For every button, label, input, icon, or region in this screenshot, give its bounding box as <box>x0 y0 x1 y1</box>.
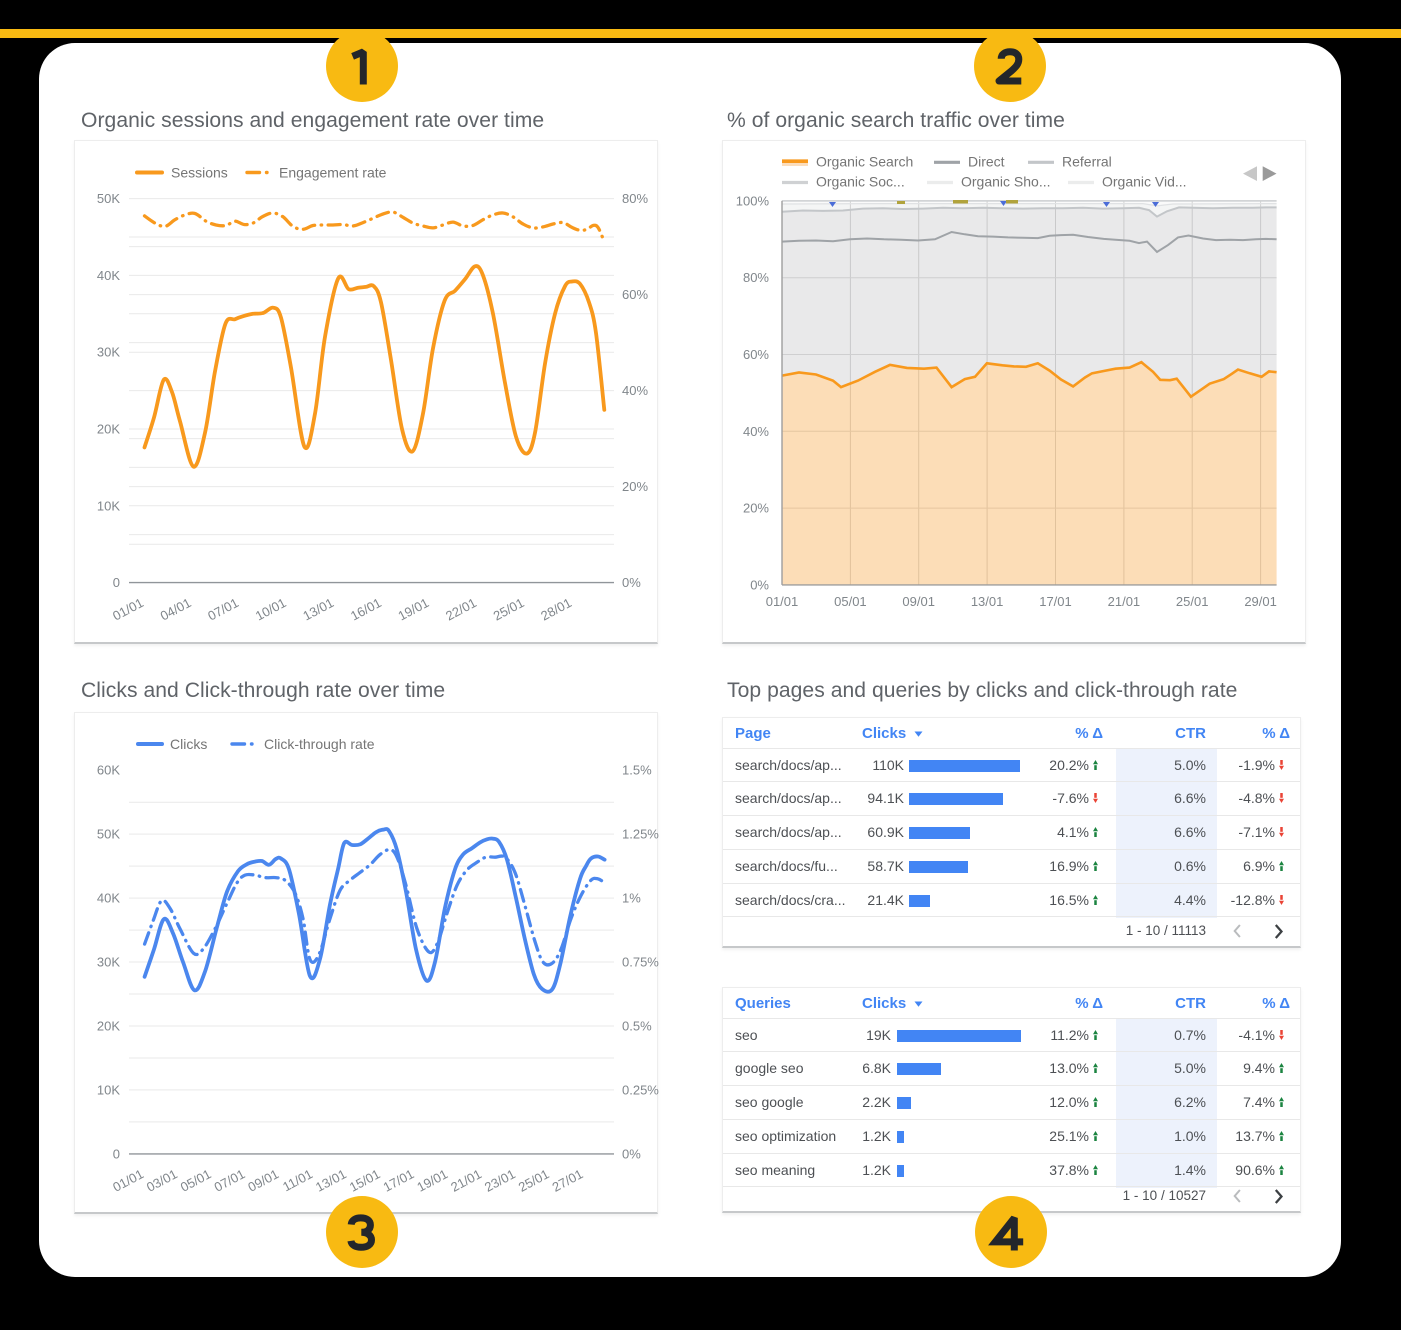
svg-text:30K: 30K <box>97 955 120 970</box>
svg-text:Direct: Direct <box>968 153 1005 169</box>
svg-text:05/01: 05/01 <box>178 1166 214 1195</box>
svg-text:60%: 60% <box>743 347 769 362</box>
svg-text:13/01: 13/01 <box>313 1166 349 1195</box>
svg-text:80%: 80% <box>622 191 648 206</box>
svg-text:25/01: 25/01 <box>1176 594 1209 609</box>
svg-text:19/01: 19/01 <box>414 1166 450 1195</box>
svg-text:21/01: 21/01 <box>1108 594 1141 609</box>
svg-text:25/01: 25/01 <box>516 1166 552 1195</box>
svg-text:0.75%: 0.75% <box>622 955 659 970</box>
svg-text:23/01: 23/01 <box>482 1166 518 1195</box>
svg-text:60%: 60% <box>622 287 648 302</box>
svg-text:11/01: 11/01 <box>280 1166 315 1194</box>
svg-text:50K: 50K <box>97 827 120 842</box>
svg-text:60K: 60K <box>97 763 120 778</box>
svg-text:10/01: 10/01 <box>253 595 289 624</box>
svg-text:50K: 50K <box>97 191 120 206</box>
svg-text:20%: 20% <box>622 479 648 494</box>
svg-text:16/01: 16/01 <box>348 595 384 624</box>
svg-text:0%: 0% <box>750 577 769 592</box>
svg-text:Organic Soc...: Organic Soc... <box>816 174 905 190</box>
svg-text:0: 0 <box>113 575 120 590</box>
svg-text:20K: 20K <box>97 1019 120 1034</box>
svg-text:Organic Vid...: Organic Vid... <box>1102 174 1187 190</box>
svg-text:Click-through rate: Click-through rate <box>264 736 375 752</box>
svg-text:Organic Sho...: Organic Sho... <box>961 174 1051 190</box>
svg-text:28/01: 28/01 <box>538 595 574 624</box>
svg-text:07/01: 07/01 <box>205 595 241 624</box>
svg-text:29/01: 29/01 <box>1244 594 1277 609</box>
svg-text:09/01: 09/01 <box>902 594 935 609</box>
svg-text:1%: 1% <box>622 891 641 906</box>
svg-text:40%: 40% <box>743 424 769 439</box>
svg-text:15/01: 15/01 <box>347 1166 383 1195</box>
svg-text:03/01: 03/01 <box>144 1166 180 1195</box>
svg-text:1.5%: 1.5% <box>622 763 652 778</box>
svg-text:40%: 40% <box>622 383 648 398</box>
svg-text:0%: 0% <box>622 575 641 590</box>
svg-text:05/01: 05/01 <box>834 594 867 609</box>
svg-text:0.25%: 0.25% <box>622 1082 659 1097</box>
svg-text:10K: 10K <box>97 498 120 513</box>
svg-text:17/01: 17/01 <box>1039 594 1072 609</box>
svg-text:13/01: 13/01 <box>971 594 1004 609</box>
svg-text:19/01: 19/01 <box>396 595 432 624</box>
svg-text:0: 0 <box>113 1146 120 1161</box>
svg-text:Engagement rate: Engagement rate <box>279 165 387 181</box>
svg-text:01/01: 01/01 <box>766 594 799 609</box>
svg-text:80%: 80% <box>743 270 769 285</box>
svg-text:Clicks: Clicks <box>170 736 207 752</box>
svg-text:Sessions: Sessions <box>171 165 228 181</box>
svg-text:10K: 10K <box>97 1082 120 1097</box>
svg-text:01/01: 01/01 <box>110 1166 146 1195</box>
svg-text:Organic Search: Organic Search <box>816 153 913 169</box>
svg-text:04/01: 04/01 <box>158 595 194 624</box>
svg-text:100%: 100% <box>736 193 770 208</box>
svg-text:1.25%: 1.25% <box>622 827 659 842</box>
svg-text:20%: 20% <box>743 501 769 516</box>
svg-text:0%: 0% <box>622 1146 641 1161</box>
svg-text:22/01: 22/01 <box>443 595 479 624</box>
svg-text:40K: 40K <box>97 891 120 906</box>
svg-text:21/01: 21/01 <box>448 1166 484 1195</box>
svg-text:25/01: 25/01 <box>491 595 527 624</box>
svg-text:01/01: 01/01 <box>110 595 146 624</box>
svg-text:27/01: 27/01 <box>550 1166 586 1195</box>
svg-text:0.5%: 0.5% <box>622 1019 652 1034</box>
svg-text:13/01: 13/01 <box>300 595 336 624</box>
svg-text:40K: 40K <box>97 268 120 283</box>
svg-text:Referral: Referral <box>1062 153 1112 169</box>
svg-text:30K: 30K <box>97 345 120 360</box>
svg-text:09/01: 09/01 <box>245 1166 281 1195</box>
svg-text:07/01: 07/01 <box>212 1166 248 1195</box>
svg-text:20K: 20K <box>97 422 120 437</box>
svg-text:17/01: 17/01 <box>381 1166 417 1195</box>
